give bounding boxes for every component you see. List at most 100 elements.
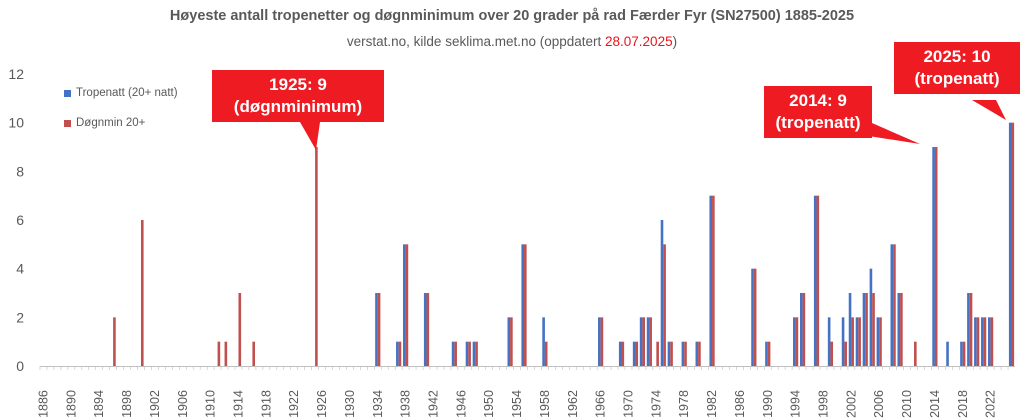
bar-dognmin [976,317,980,366]
y-tick-label: 12 [8,66,24,82]
x-tick-label: 1922 [287,390,301,418]
bar-dognmin [990,317,994,366]
legend-label-dognmin: Døgnmin 20+ [76,117,146,129]
bar-tropenatt [960,341,963,366]
bar-dognmin [670,341,673,366]
bar-tropenatt [813,195,817,366]
bar-tropenatt [793,317,796,366]
bar-tropenatt [981,317,984,366]
y-tick-label: 2 [16,309,24,325]
callout-2025-pointer [972,100,1006,120]
legend-label-tropenatt: Tropenatt (20+ natt) [76,87,178,99]
x-tick-label: 2006 [872,390,886,418]
chart-subtitle: verstat.no, kilde seklima.met.no (oppdat… [0,34,1024,49]
bar-dognmin [795,317,799,366]
bar-tropenatt [507,317,511,366]
x-tick-label: 1910 [204,390,218,418]
bar-dognmin [649,317,652,366]
bar-tropenatt [646,317,650,366]
callout-1925-pointer [300,122,320,150]
bar-dognmin [621,341,625,366]
bar-dognmin [252,341,256,366]
bar-dognmin [851,317,854,366]
bar-dognmin [969,293,973,366]
bar-dognmin [816,195,820,366]
bar-tropenatt [396,341,399,366]
x-tick-label: 1930 [343,390,357,418]
bar-tropenatt [521,244,525,366]
bar-dognmin [398,341,402,366]
callout-2025-line1: 2025: 10 [923,47,991,66]
bar-dognmin [224,341,228,366]
subtitle-end: ) [672,34,678,49]
bar-dognmin [934,147,938,366]
legend-item-dognmin: Døgnmin 20+ [64,108,178,138]
bar-dognmin [767,341,771,366]
callout-2025-line2: (tropenatt) [914,69,1000,88]
bar-tropenatt [751,268,754,366]
bar-dognmin [113,317,116,366]
bar-dognmin [475,341,478,366]
bar-tropenatt [639,317,643,366]
bar-dognmin [1011,122,1015,367]
bar-tropenatt [890,244,894,366]
bar-dognmin [454,341,457,366]
x-tick-label: 1958 [538,390,552,418]
x-tick-label: 1994 [789,390,803,418]
bar-dognmin [600,317,604,366]
bar-dognmin [865,293,868,366]
x-tick-label: 1934 [371,390,385,418]
y-tick-label: 10 [8,115,24,131]
subtitle-date: 28.07.2025 [605,34,673,49]
bar-dognmin [663,244,666,366]
legend-swatch-tropenatt [64,89,71,97]
bar-dognmin [468,341,471,366]
x-tick-label: 1906 [176,390,190,418]
bar-dognmin [983,317,987,366]
bar-tropenatt [967,293,970,366]
x-tick-label: 1902 [148,390,162,418]
bar-tropenatt [799,293,803,366]
bar-tropenatt [848,293,852,366]
bar-tropenatt [472,341,476,366]
x-tick-label: 1914 [231,390,245,418]
callout-1925: 1925: 9 (døgnminimum) [212,70,384,122]
bar-dognmin [858,317,861,366]
bar-dognmin [802,293,806,366]
bar-dognmin [524,244,527,366]
x-tick-label: 2010 [900,390,914,418]
x-tick-label: 1898 [120,390,134,418]
x-tick-label: 1990 [761,390,775,418]
bar-dognmin [962,341,966,366]
x-tick-label: 1998 [816,390,830,418]
x-tick-label: 1950 [482,390,496,418]
bar-tropenatt [855,317,859,366]
bar-tropenatt [542,317,545,366]
x-tick-label: 1894 [92,390,106,418]
callout-1925-line1: 1925: 9 [269,75,327,94]
bar-dognmin [426,293,430,366]
bar-tropenatt [681,341,685,366]
x-tick-label: 1954 [510,390,524,418]
bar-dognmin [753,268,757,366]
bar-tropenatt [897,293,901,366]
bar-dognmin [544,341,548,366]
bar-tropenatt [1008,122,1012,367]
bar-dognmin [405,244,409,366]
y-tick-label: 6 [16,212,24,228]
bar-tropenatt [709,195,713,366]
x-tick-label: 2018 [956,390,970,418]
x-tick-label: 2002 [844,390,858,418]
y-tick-label: 4 [16,261,24,277]
bar-tropenatt [423,293,427,366]
bar-tropenatt [403,244,406,366]
bar-tropenatt [988,317,991,366]
x-tick-label: 1890 [64,390,78,418]
legend-swatch-dognmin [64,119,71,127]
bar-dognmin [844,341,847,366]
bar-tropenatt [974,317,977,366]
x-tick-label: 1986 [733,390,747,418]
bar-tropenatt [667,341,671,366]
x-tick-label: 1970 [621,390,635,418]
bar-tropenatt [869,268,873,366]
